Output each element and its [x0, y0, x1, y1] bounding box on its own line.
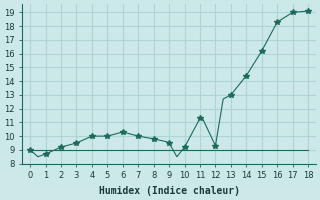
X-axis label: Humidex (Indice chaleur): Humidex (Indice chaleur) — [99, 186, 240, 196]
